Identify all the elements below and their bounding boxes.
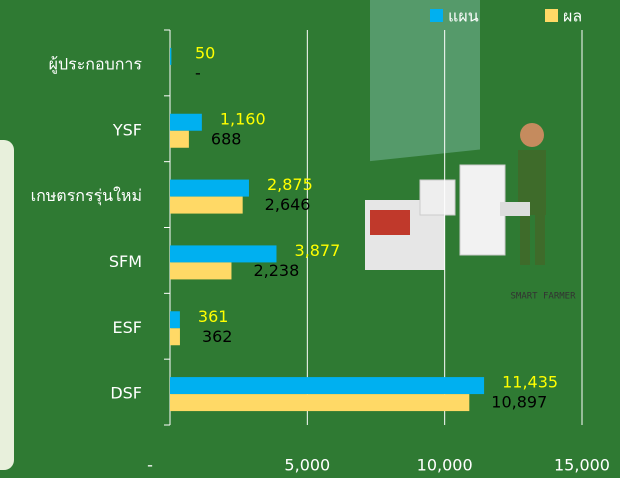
data-label: 2,238 [253, 261, 299, 280]
bar [170, 113, 202, 131]
bar [170, 394, 470, 412]
y-tick-label: เกษตรกรรุ่นใหม่ [31, 186, 142, 206]
x-tick-label: 15,000 [554, 456, 610, 475]
bar [170, 47, 172, 65]
data-label: 50 [195, 43, 215, 62]
y-tick-label: ผู้ประกอบการ [49, 54, 143, 74]
bar [170, 130, 189, 148]
bar [170, 262, 232, 280]
y-tick-label: ESF [113, 318, 142, 337]
data-label: 1,160 [220, 109, 266, 128]
side-panel [0, 140, 14, 470]
bar [170, 311, 180, 329]
y-tick-label: YSF [112, 120, 142, 139]
data-label: - [195, 63, 201, 82]
bar [170, 179, 249, 197]
legend-swatch [430, 9, 443, 22]
x-tick-label: 10,000 [417, 456, 473, 475]
data-label: 11,435 [502, 373, 558, 392]
data-label: 361 [198, 307, 229, 326]
bar [170, 196, 243, 214]
x-tick-label: - [147, 456, 153, 475]
data-label: 2,875 [267, 175, 313, 194]
bar [170, 245, 277, 263]
legend-swatch [545, 9, 558, 22]
legend-label: แผน [448, 7, 479, 26]
data-label: 10,897 [491, 393, 547, 412]
data-label: 2,646 [265, 195, 311, 214]
bar [170, 328, 180, 346]
x-tick-label: 5,000 [284, 456, 330, 475]
legend-label: ผล [563, 7, 582, 26]
y-tick-label: SFM [109, 252, 142, 271]
annotation: SMART FARMER [510, 292, 576, 302]
data-label: 688 [211, 129, 242, 148]
y-tick-label: DSF [110, 384, 142, 403]
data-label: 362 [202, 327, 233, 346]
data-label: 3,877 [294, 241, 340, 260]
illustration: SMART FARMER [365, 0, 576, 302]
bar [170, 377, 485, 395]
